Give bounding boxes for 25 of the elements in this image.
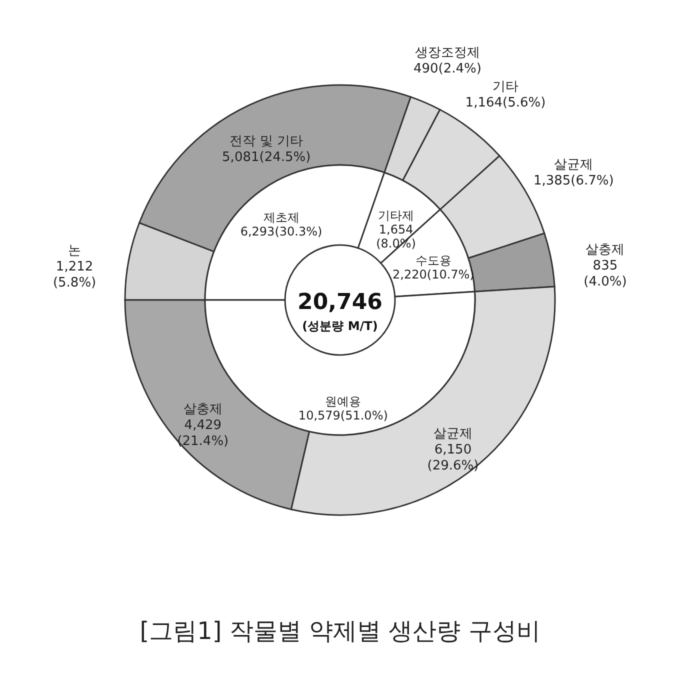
- slice-label: 생장조정제: [414, 45, 480, 60]
- data-label: 6,150 (29.6%): [427, 442, 479, 474]
- slice-label: 살충제: [183, 402, 222, 417]
- data-label: 1,164(5.6%): [465, 96, 546, 111]
- slice-label: 제초제: [263, 210, 300, 224]
- text: (성분량 M/T): [302, 319, 378, 333]
- text: 20,746: [298, 290, 382, 315]
- slice-label: 기타제: [378, 208, 414, 222]
- data-label: 490(2.4%): [413, 61, 482, 76]
- text: [그림1] 작물별 약제별 생산량 구성비: [140, 617, 540, 645]
- data-label: 10,579(51.0%): [298, 408, 388, 422]
- slice-label: 살균제: [554, 158, 594, 173]
- data-label: 6,293(30.3%): [240, 224, 322, 238]
- slice-label: 전작 및 기타: [230, 134, 303, 150]
- data-label: 5,081(24.5%): [222, 150, 311, 166]
- slice-label: 살균제: [433, 426, 472, 442]
- data-label: 835 (4.0%): [584, 258, 627, 290]
- data-label: 4,429 (21.4%): [177, 418, 229, 449]
- slice-label: 수도용: [415, 254, 452, 268]
- slice-label: 살충제: [586, 242, 625, 258]
- slice-label: 기타: [492, 80, 518, 95]
- slice-label: 논: [68, 244, 82, 259]
- slice-label: 원예용: [325, 394, 362, 408]
- data-label: 1,212 (5.8%): [52, 260, 96, 291]
- data-label: 1,385(6.7%): [533, 174, 614, 189]
